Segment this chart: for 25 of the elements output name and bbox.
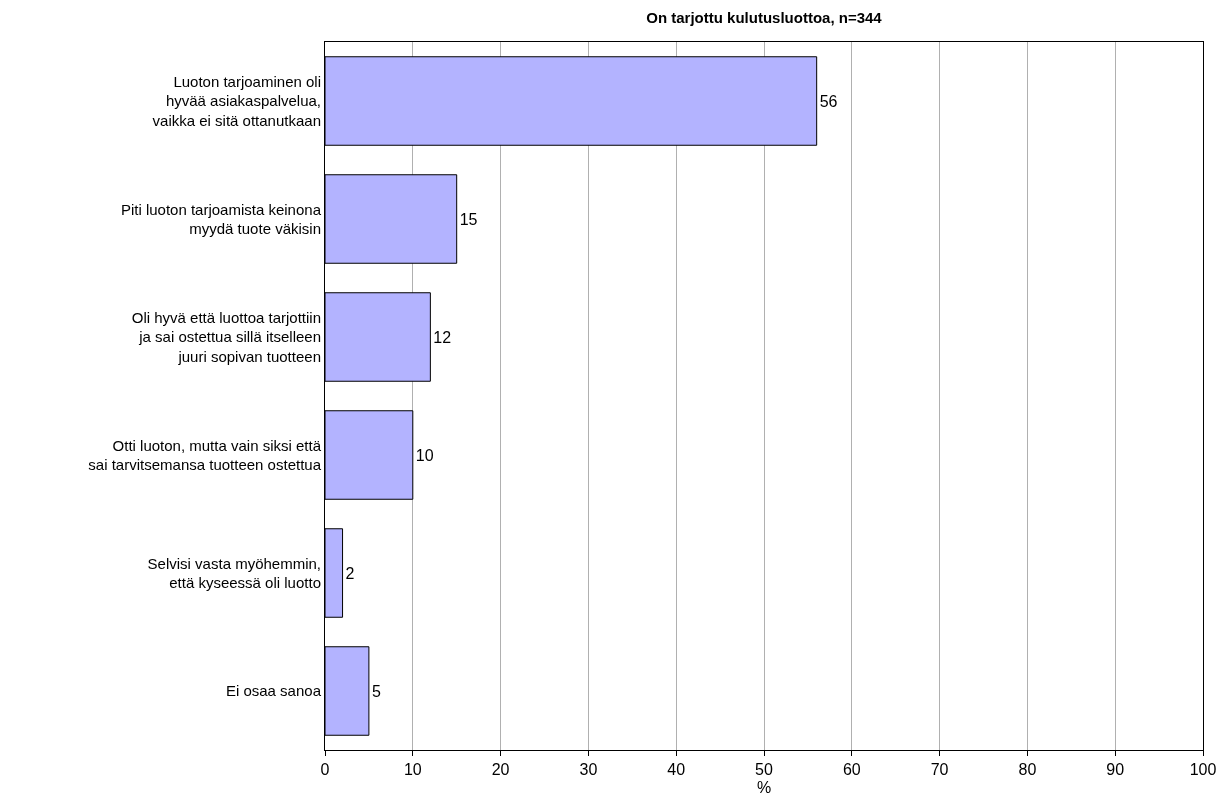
x-tick-label: 90: [1106, 761, 1125, 779]
data-label: 10: [415, 446, 434, 464]
chart-title: On tarjottu kulutusluottoa, n=344: [646, 8, 883, 26]
x-tick-label: 40: [667, 761, 686, 779]
y-tick-label: Ei osaa sanoa: [225, 682, 322, 700]
x-tick-label: 50: [755, 761, 773, 779]
x-tick-label: 0: [320, 761, 330, 779]
y-tick-label: Selvisi vasta myöhemmin, että kyseessä oli luotto: [147, 554, 321, 591]
x-tick-label: 80: [1018, 761, 1037, 779]
data-label: 15: [459, 210, 478, 228]
y-tick-label: Otti luoton, mutta vain siksi että sai tarvitsemansa tuotteen ostettua: [88, 436, 322, 473]
y-tick-label: Oli hyvä että luottoa tarjottiin ja sai ostettua sillä itselleen juuri sopivan tuotteen: [131, 308, 321, 365]
x-tick-label: 20: [491, 761, 510, 779]
y-tick-label: Luoton tarjoaminen oli hyvää asiakaspalvelua, vaikka ei sitä ottanutkaan: [152, 72, 321, 129]
x-tick-label: 70: [930, 761, 949, 779]
data-label: 12: [433, 328, 452, 346]
x-tick-label: 60: [842, 761, 861, 779]
x-tick-label: 100: [1189, 761, 1217, 779]
data-label: 56: [819, 92, 838, 110]
data-label: 5: [371, 682, 381, 700]
x-axis-title: %: [756, 778, 772, 796]
x-tick-label: 30: [579, 761, 598, 779]
x-tick-label: 10: [403, 761, 422, 779]
data-label: 2: [345, 564, 355, 582]
y-tick-label: Piti luoton tarjoamista keinona myydä tuote väkisin: [120, 200, 322, 237]
